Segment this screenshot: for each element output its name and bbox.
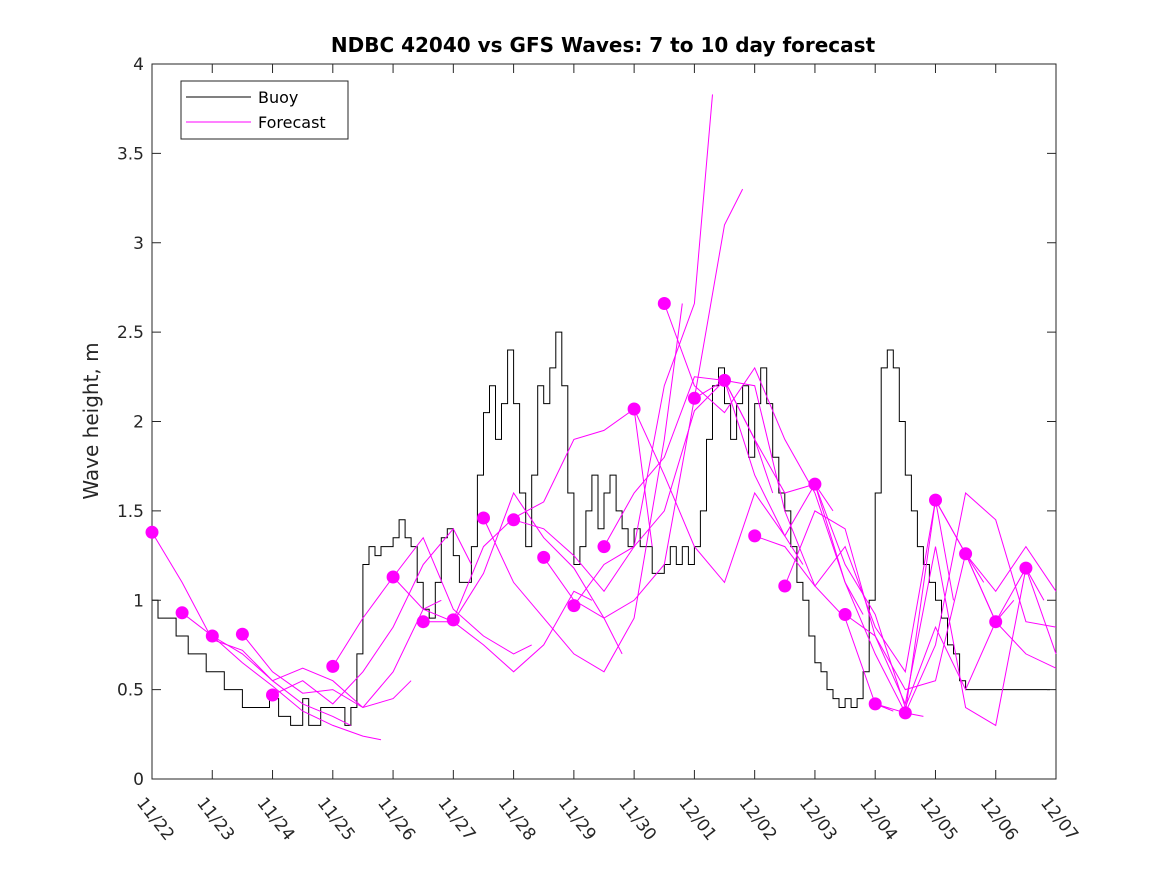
forecast-marker — [537, 550, 551, 564]
forecast-line-1 — [151, 532, 352, 726]
forecast-line-5 — [272, 527, 472, 705]
forecast-marker — [657, 297, 671, 310]
forecast-marker — [868, 697, 882, 711]
forecast-marker — [145, 525, 159, 539]
forecast-marker — [386, 570, 400, 584]
forecast-marker — [959, 547, 973, 561]
forecast-marker — [205, 629, 219, 643]
buoy-series — [152, 331, 1050, 726]
forecast-line-15 — [633, 408, 834, 584]
forecast-marker — [266, 688, 279, 702]
y-axis-label: Wave height, m — [79, 342, 103, 499]
forecast-marker — [507, 513, 521, 527]
forecast-marker — [718, 373, 731, 387]
forecast-marker — [567, 599, 581, 613]
y-tick-label: 1 — [133, 591, 144, 611]
forecast-marker — [235, 627, 249, 641]
y-tick-label: 1.5 — [117, 502, 144, 522]
legend-forecast-label: Forecast — [258, 113, 326, 132]
forecast-line-7 — [392, 576, 593, 673]
buoy-line — [152, 331, 1050, 726]
forecast-marker — [416, 615, 430, 629]
forecast-line-10 — [483, 303, 683, 673]
legend-box — [180, 80, 349, 140]
forecast-marker — [175, 606, 189, 620]
y-tick-label: 2.5 — [117, 323, 144, 343]
forecast-marker — [778, 579, 792, 593]
forecast-line-19 — [754, 500, 954, 674]
forecast-marker — [929, 493, 942, 507]
chart-title: NDBC 42040 vs GFS Waves: 7 to 10 day for… — [331, 33, 876, 57]
legend-buoy-label: Buoy — [258, 88, 298, 107]
forecast-marker — [898, 706, 912, 720]
forecast-marker — [597, 540, 611, 554]
forecast-line-11 — [513, 94, 713, 593]
forecast-line-2 — [181, 612, 382, 741]
y-tick-label: 3.5 — [117, 144, 144, 164]
y-tick-label: 3 — [133, 234, 144, 254]
legend: Buoy Forecast — [180, 80, 349, 140]
y-tick-label: 4 — [133, 55, 144, 75]
y-tick-label: 0 — [133, 770, 144, 790]
forecast-line-26 — [965, 553, 1057, 655]
forecast-markers — [145, 297, 1033, 720]
forecast-line-21 — [814, 483, 1015, 710]
forecast-marker — [808, 477, 822, 491]
forecast-marker — [1019, 561, 1033, 575]
forecast-line-3 — [212, 635, 412, 709]
forecast-line-18 — [724, 380, 924, 717]
y-tick-label: 2 — [133, 413, 144, 433]
forecast-line-6 — [332, 536, 532, 667]
forecast-line-24 — [904, 492, 1057, 714]
forecast-marker — [989, 615, 1003, 629]
forecast-marker — [838, 608, 852, 621]
forecast-marker — [627, 402, 641, 416]
forecast-marker — [748, 529, 762, 543]
y-tick-label: 0.5 — [117, 681, 144, 701]
forecast-marker — [477, 511, 490, 525]
forecast-marker — [687, 391, 701, 405]
forecast-marker — [326, 659, 340, 673]
forecast-line-14 — [603, 376, 804, 565]
forecast-line-20 — [784, 510, 985, 691]
forecast-marker — [446, 613, 460, 627]
forecast-line-8 — [423, 491, 623, 655]
forecast-line-22 — [844, 546, 1045, 727]
